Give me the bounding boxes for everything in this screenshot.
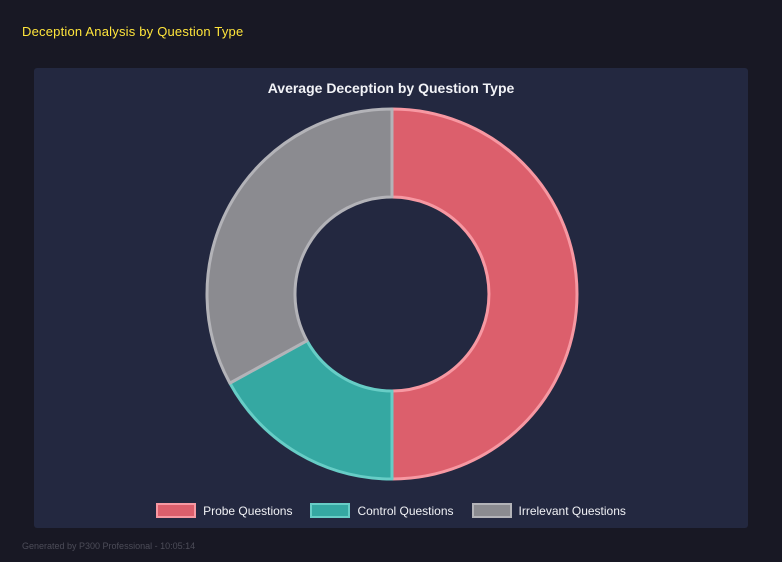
page-title: Deception Analysis by Question Type [22,24,244,39]
donut-slice-control-questions[interactable] [228,339,394,481]
donut-slice-probe-questions[interactable] [390,107,579,481]
chart-legend: Probe Questions Control Questions Irrele… [34,503,748,518]
legend-label-control-questions: Control Questions [357,503,454,518]
donut-slice-irrelevant-questions[interactable] [205,107,394,385]
legend-swatch-probe-questions [156,503,197,518]
legend-label-irrelevant-questions: Irrelevant Questions [518,503,626,518]
legend-swatch-irrelevant-questions [471,503,512,518]
legend-swatch-control-questions [310,503,351,518]
chart-panel: Average Deception by Question Type Probe… [34,68,748,528]
chart-title: Average Deception by Question Type [267,80,515,96]
legend-item-irrelevant-questions[interactable]: Irrelevant Questions [471,503,626,518]
legend-label-probe-questions: Probe Questions [203,503,293,518]
footer-text: Generated by P300 Professional - 10:05:1… [22,541,196,551]
legend-item-probe-questions[interactable]: Probe Questions [156,503,292,518]
legend-item-control-questions[interactable]: Control Questions [310,503,454,518]
donut-chart [205,107,579,481]
